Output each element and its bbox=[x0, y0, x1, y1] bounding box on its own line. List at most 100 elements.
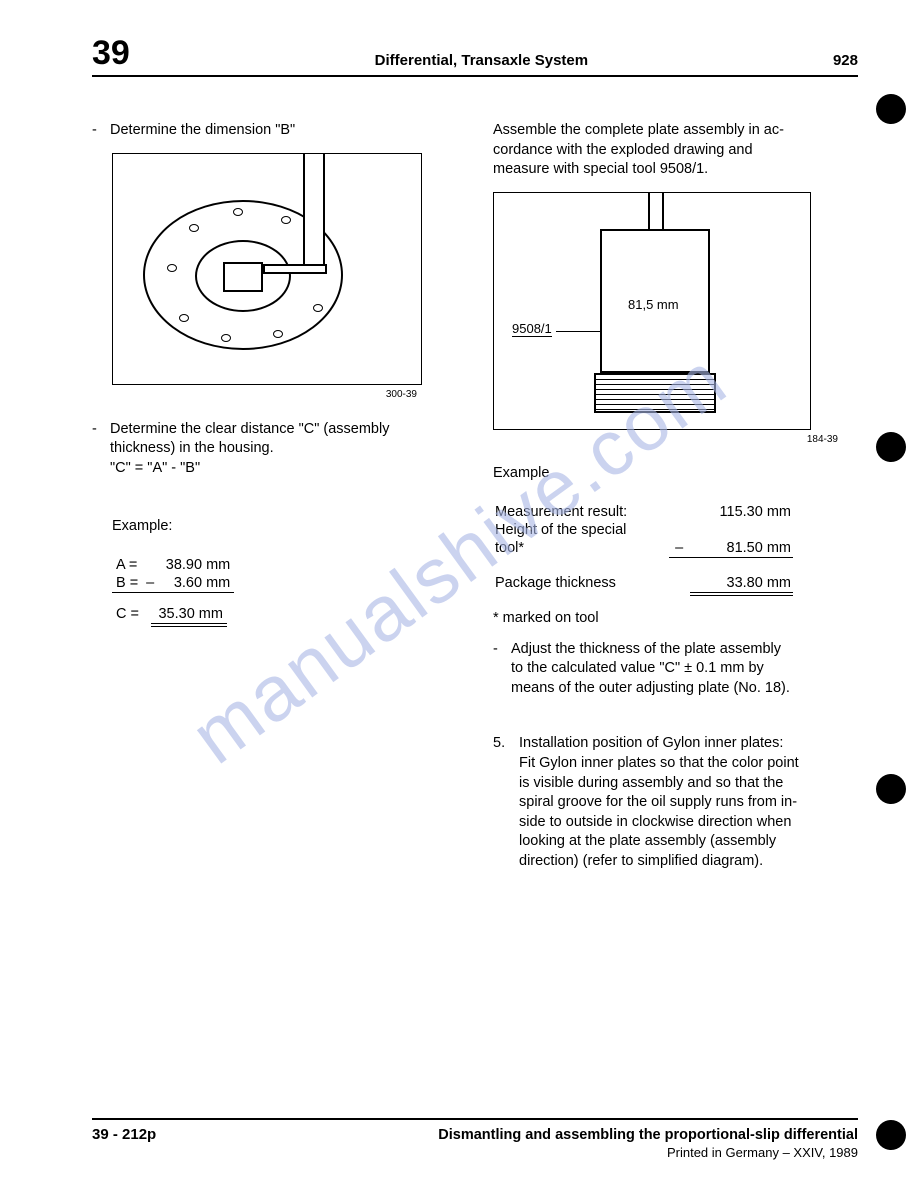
var-label: A = bbox=[112, 556, 142, 574]
content-columns: - Determine the dimension "B" 300-39 bbox=[92, 121, 858, 871]
footer-title: Dismantling and assembling the proportio… bbox=[438, 1127, 858, 1143]
example-label: Example bbox=[493, 465, 858, 481]
punch-hole-icon bbox=[876, 774, 906, 804]
text-line: Assemble the complete plate assembly in … bbox=[493, 122, 784, 138]
plate-stack-icon bbox=[594, 373, 716, 413]
text-line: means of the outer adjusting plate (No. … bbox=[511, 680, 790, 696]
calculation-table-left: A = 38.90 mm B = – 3.60 mm bbox=[112, 556, 234, 593]
manual-page: 39 Differential, Transaxle System 928 - … bbox=[0, 0, 918, 1188]
table-row: C = 35.30 mm bbox=[112, 605, 227, 623]
bolt-hole-icon bbox=[273, 330, 283, 338]
text-line: side to outside in clockwise direction w… bbox=[519, 814, 791, 830]
step-text: Determine the dimension "B" bbox=[110, 121, 295, 141]
dash-icon: - bbox=[92, 121, 100, 141]
value-cell: 33.80 mm bbox=[690, 574, 793, 592]
dimension-label: 81,5 mm bbox=[628, 297, 679, 312]
label-cell: Package thickness bbox=[493, 574, 669, 592]
figure-tool-9508: 9508/1 81,5 mm bbox=[493, 192, 811, 430]
sign-cell bbox=[669, 521, 690, 539]
table-row: Measurement result: 115.30 mm bbox=[493, 503, 793, 521]
value-cell: 38.90 mm bbox=[158, 556, 234, 574]
example-label: Example: bbox=[112, 518, 457, 534]
step-5-gylon-plates: 5. Installation position of Gylon inner … bbox=[493, 734, 858, 871]
sign-cell bbox=[142, 556, 158, 574]
text-line: Determine the clear distance "C" (assemb… bbox=[110, 421, 389, 437]
value-cell: 35.30 mm bbox=[151, 605, 227, 623]
text-line: cordance with the exploded drawing and bbox=[493, 142, 753, 158]
calculation-result-left: C = 35.30 mm bbox=[112, 605, 227, 623]
dash-icon: - bbox=[92, 420, 100, 479]
plate-hex-bore bbox=[223, 262, 263, 292]
bolt-hole-icon bbox=[189, 224, 199, 232]
model-number: 928 bbox=[833, 52, 858, 73]
text-line: spiral groove for the oil supply runs fr… bbox=[519, 794, 797, 810]
header-title: Differential, Transaxle System bbox=[130, 52, 833, 73]
text-line: to the calculated value "C" ± 0.1 mm by bbox=[511, 660, 764, 676]
step-text: Installation position of Gylon inner pla… bbox=[519, 734, 799, 871]
step-number: 5. bbox=[493, 734, 511, 871]
left-column: - Determine the dimension "B" 300-39 bbox=[92, 121, 457, 871]
bolt-hole-icon bbox=[221, 334, 231, 342]
figure-dimension-b bbox=[112, 153, 422, 385]
figure-caption: 300-39 bbox=[92, 389, 417, 400]
text-line: is visible during assembly and so that t… bbox=[519, 775, 783, 791]
step-determine-b: - Determine the dimension "B" bbox=[92, 121, 457, 141]
punch-hole-icon bbox=[876, 1120, 906, 1150]
punch-hole-icon bbox=[876, 432, 906, 462]
table-row: A = 38.90 mm bbox=[112, 556, 234, 574]
bolt-hole-icon bbox=[233, 208, 243, 216]
gauge-probe-icon bbox=[648, 193, 664, 233]
step-text: Adjust the thickness of the plate assemb… bbox=[511, 640, 790, 699]
table-row: B = – 3.60 mm bbox=[112, 574, 234, 593]
intro-paragraph: Assemble the complete plate assembly in … bbox=[493, 121, 858, 180]
var-label: C = bbox=[112, 605, 143, 623]
var-label: B = bbox=[112, 574, 142, 593]
label-cell: Height of the special bbox=[493, 521, 669, 539]
text-line: measure with special tool 9508/1. bbox=[493, 161, 708, 177]
gauge-foot-icon bbox=[263, 264, 327, 274]
text-line: direction) (refer to simplified diagram)… bbox=[519, 853, 763, 869]
step-adjust-thickness: - Adjust the thickness of the plate asse… bbox=[493, 640, 858, 699]
text-line: "C" = "A" - "B" bbox=[110, 460, 200, 476]
text-line: thickness) in the housing. bbox=[110, 440, 274, 456]
value-cell bbox=[690, 521, 793, 539]
punch-hole-icon bbox=[876, 94, 906, 124]
footer-right-block: Dismantling and assembling the proportio… bbox=[438, 1127, 858, 1160]
value-cell: 115.30 mm bbox=[690, 503, 793, 521]
sign-cell: – bbox=[669, 539, 690, 558]
figure-caption: 184-39 bbox=[493, 434, 838, 445]
value-cell: 3.60 mm bbox=[158, 574, 234, 593]
sign-cell bbox=[669, 503, 690, 521]
text-line: Installation position of Gylon inner pla… bbox=[519, 735, 783, 751]
bolt-hole-icon bbox=[179, 314, 189, 322]
calculation-table-right: Measurement result: 115.30 mm Height of … bbox=[493, 503, 793, 558]
text-line: Adjust the thickness of the plate assemb… bbox=[511, 641, 781, 657]
chapter-number: 39 bbox=[92, 34, 130, 73]
text-line: Fit Gylon inner plates so that the color… bbox=[519, 755, 799, 771]
table-row: Package thickness 33.80 mm bbox=[493, 574, 793, 592]
label-cell: Measurement result: bbox=[493, 503, 669, 521]
step-text: Determine the clear distance "C" (assemb… bbox=[110, 420, 389, 479]
sign-cell bbox=[669, 574, 690, 592]
footer-print-info: Printed in Germany – XXIV, 1989 bbox=[438, 1145, 858, 1160]
page-header: 39 Differential, Transaxle System 928 bbox=[92, 34, 858, 77]
tool-label: 9508/1 bbox=[512, 321, 552, 337]
depth-gauge-icon bbox=[303, 154, 325, 270]
bolt-hole-icon bbox=[313, 304, 323, 312]
bolt-hole-icon bbox=[167, 264, 177, 272]
table-row: Height of the special bbox=[493, 521, 793, 539]
label-cell: tool* bbox=[493, 539, 669, 558]
sign-cell: – bbox=[142, 574, 158, 593]
table-row: tool* – 81.50 mm bbox=[493, 539, 793, 558]
text-line: looking at the plate assembly (assembly bbox=[519, 833, 776, 849]
value-cell: 81.50 mm bbox=[690, 539, 793, 558]
page-footer: 39 - 212p Dismantling and assembling the… bbox=[92, 1118, 858, 1160]
footer-rule bbox=[92, 1118, 858, 1120]
calculation-result-right: Package thickness 33.80 mm bbox=[493, 574, 793, 592]
leader-line-icon bbox=[556, 331, 600, 332]
footer-row: 39 - 212p Dismantling and assembling the… bbox=[92, 1126, 858, 1160]
footnote-text: * marked on tool bbox=[493, 610, 858, 626]
dash-icon: - bbox=[493, 640, 501, 699]
right-column: Assemble the complete plate assembly in … bbox=[493, 121, 858, 871]
step-determine-c: - Determine the clear distance "C" (asse… bbox=[92, 420, 457, 479]
